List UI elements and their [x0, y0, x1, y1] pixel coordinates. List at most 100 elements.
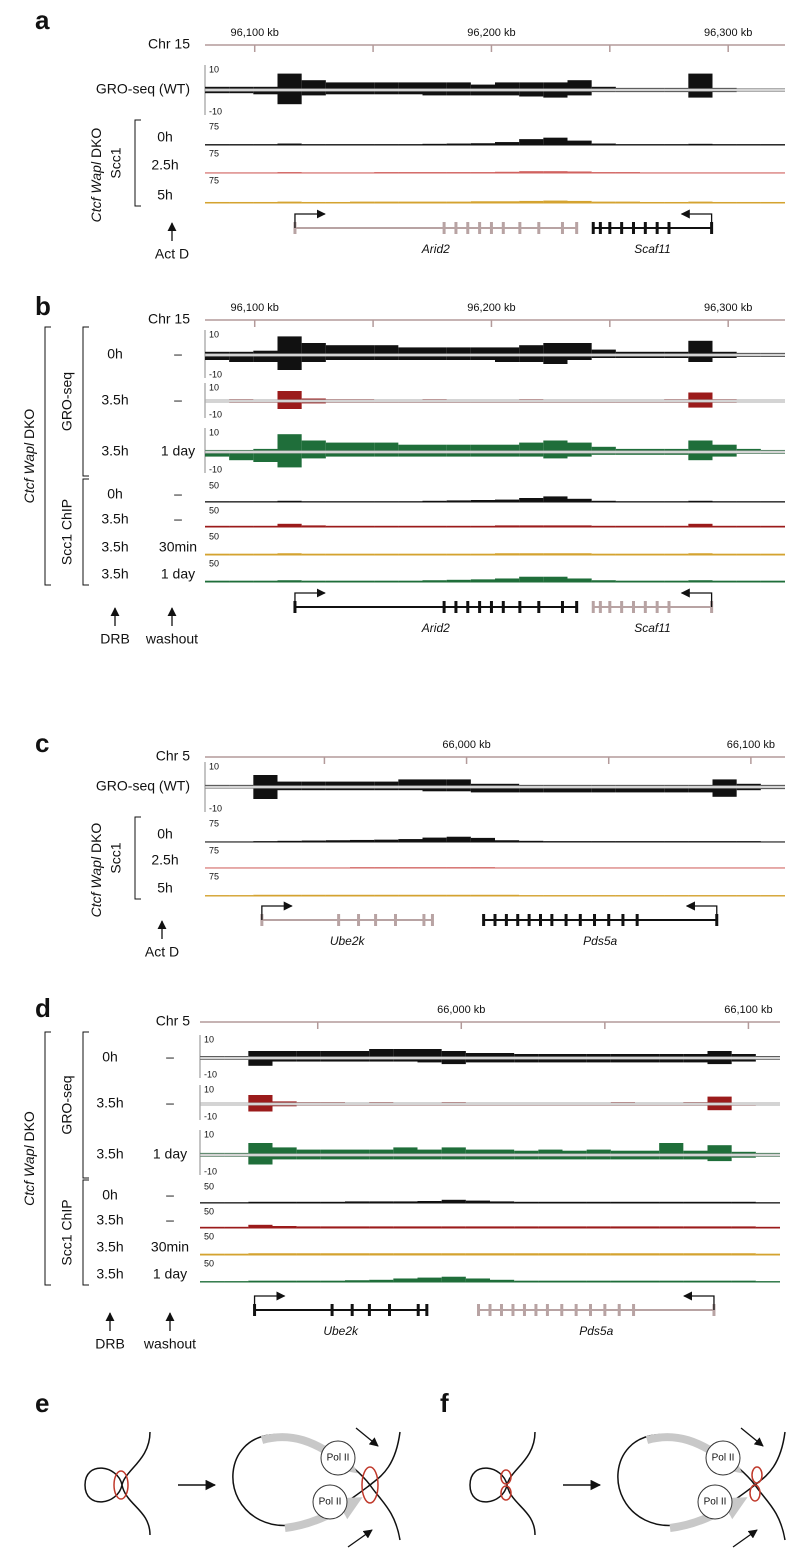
signal-bar — [562, 1156, 587, 1160]
signal-bar — [350, 91, 375, 95]
exon — [416, 1304, 420, 1316]
x-tick-label: 66,100 kb — [724, 1004, 772, 1016]
signal-bar — [301, 440, 326, 451]
signal-bar — [712, 356, 737, 358]
signal-bar — [422, 91, 447, 96]
signal-bar — [712, 453, 737, 457]
signal-bar — [712, 91, 737, 93]
signal-bar — [417, 1049, 442, 1057]
signal-bar — [490, 1059, 515, 1063]
signal-bar — [755, 1152, 780, 1154]
signal-bar — [325, 525, 350, 527]
time-label: 3.5h — [101, 566, 128, 582]
signal-bar — [567, 343, 592, 354]
signal-bar — [446, 579, 471, 582]
exon — [591, 222, 595, 234]
signal-bar — [350, 442, 375, 451]
signal-bar — [398, 839, 423, 842]
time-label: 3.5h — [101, 539, 128, 555]
signal-bar — [615, 784, 640, 786]
signal-bar — [712, 351, 737, 354]
signal-bar — [615, 525, 640, 527]
signal-bar — [374, 525, 399, 527]
time-label: 2.5h — [151, 852, 178, 868]
signal-bar — [296, 1059, 321, 1062]
signal-bar — [640, 448, 665, 451]
signal-bar — [253, 91, 278, 95]
scale-label: 10 — [204, 1084, 214, 1094]
signal-bar — [538, 1226, 563, 1228]
signal-bar — [495, 82, 520, 89]
signal-bar — [490, 1253, 515, 1255]
signal-bar — [736, 201, 761, 203]
signal-bar — [205, 553, 230, 555]
signal-bar — [591, 349, 616, 354]
signal-bar — [610, 1059, 635, 1063]
signal-bar — [374, 356, 399, 360]
signal-bar — [519, 788, 544, 793]
footer-label: washout — [143, 1336, 196, 1352]
signal-bar — [490, 1156, 515, 1160]
signal-bar — [398, 788, 423, 791]
signal-bar — [495, 553, 520, 555]
signal-bar — [470, 356, 495, 360]
signal-bar — [659, 1059, 684, 1063]
exon — [593, 914, 597, 926]
signal-bar — [398, 553, 423, 555]
signal-bar — [470, 837, 495, 842]
exon — [632, 1304, 636, 1316]
signal-bar — [519, 553, 544, 555]
signal-bar — [301, 453, 326, 459]
exon — [631, 601, 635, 613]
signal-bar — [296, 1156, 321, 1160]
signal-bar — [325, 91, 350, 95]
signal-bar — [229, 784, 254, 786]
signal-bar — [591, 91, 616, 93]
signal-bar — [441, 1051, 466, 1057]
treatment-label: – — [166, 1212, 174, 1228]
genotype-label: Ctcf Wapl DKO — [21, 409, 37, 504]
signal-bar — [272, 1226, 297, 1228]
signal-bar — [760, 784, 785, 786]
signal-bar — [422, 553, 447, 555]
exon — [357, 914, 361, 926]
exon — [643, 601, 647, 613]
signal-bar — [664, 356, 689, 358]
signal-bar — [610, 1201, 635, 1203]
signal-bar — [470, 783, 495, 786]
signal-bar — [640, 87, 665, 89]
panel-label: c — [35, 728, 49, 758]
exon — [603, 1304, 607, 1316]
exon — [538, 914, 542, 926]
signal-bar — [514, 1054, 539, 1057]
signal-bar — [543, 525, 568, 527]
signal-bar — [567, 784, 592, 786]
signal-bar — [277, 143, 302, 145]
exon — [422, 914, 426, 926]
exon — [643, 222, 647, 234]
signal-bar — [272, 1280, 297, 1282]
signal-bar — [688, 523, 713, 527]
exon — [621, 914, 625, 926]
exon — [518, 601, 522, 613]
signal-bar — [422, 347, 447, 354]
signal-bar — [640, 351, 665, 354]
footer-label: Act D — [155, 246, 189, 262]
exon — [560, 1304, 564, 1316]
pol-label: Pol II — [327, 1453, 350, 1464]
scale-label: 10 — [209, 329, 219, 339]
time-label: 3.5h — [101, 443, 128, 459]
exon — [545, 1304, 549, 1316]
signal-bar — [659, 1280, 684, 1282]
signal-bar — [731, 1226, 756, 1228]
signal-bar — [422, 788, 447, 792]
scale-label: 75 — [209, 845, 219, 855]
signal-bar — [562, 1253, 587, 1255]
signal-bar — [350, 201, 375, 203]
exon — [504, 914, 508, 926]
signal-bar — [272, 1253, 297, 1255]
treatment-label: – — [166, 1049, 174, 1065]
signal-bar — [374, 201, 399, 203]
signal-bar — [640, 525, 665, 527]
signal-bar — [514, 1150, 539, 1154]
